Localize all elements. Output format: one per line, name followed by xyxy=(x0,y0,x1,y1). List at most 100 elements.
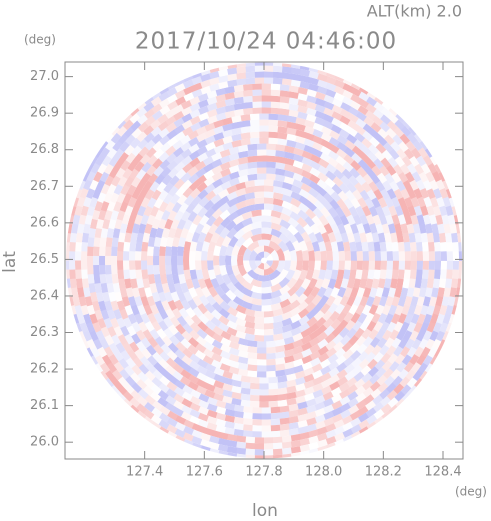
radar-cell xyxy=(244,186,256,194)
radar-cell xyxy=(279,291,291,302)
radar-cell xyxy=(204,231,214,243)
radar-cell xyxy=(387,397,399,409)
radar-cell xyxy=(419,187,430,200)
radar-cell xyxy=(161,282,170,294)
radar-cell xyxy=(241,287,253,298)
radar-cell xyxy=(332,260,339,271)
radar-cell xyxy=(377,278,386,289)
radar-cell xyxy=(144,370,156,382)
radar-cell xyxy=(333,169,345,180)
radar-cell xyxy=(351,152,363,164)
radar-cell xyxy=(174,210,184,222)
radar-cell xyxy=(388,404,398,414)
radar-cell xyxy=(66,250,70,261)
radar-cell xyxy=(288,85,300,93)
radar-cell xyxy=(214,223,225,235)
radar-cell xyxy=(442,196,452,208)
radar-cell xyxy=(352,320,363,332)
radar-cell xyxy=(174,89,187,100)
radar-cell xyxy=(276,248,286,261)
radar-cell xyxy=(163,182,174,194)
radar-cell xyxy=(68,260,76,270)
radar-cell xyxy=(188,260,196,271)
radar-cell xyxy=(338,250,346,261)
radar-image xyxy=(65,62,463,459)
radar-cell xyxy=(301,348,313,358)
radar-cell xyxy=(95,179,106,191)
radar-cell xyxy=(306,417,317,426)
radar-cell xyxy=(322,199,333,211)
radar-cell xyxy=(373,409,385,420)
radar-cell xyxy=(94,227,103,239)
radar-cell xyxy=(185,307,196,319)
radar-cell xyxy=(381,205,391,217)
radar-cell xyxy=(409,269,417,280)
radar-cell xyxy=(395,398,405,408)
radar-cell xyxy=(124,278,132,289)
radar-cell xyxy=(358,87,369,95)
radar-cell xyxy=(323,113,335,124)
radar-cell xyxy=(100,200,110,212)
radar-cell xyxy=(336,376,349,387)
radar-cell xyxy=(209,70,220,80)
radar-cell xyxy=(396,232,404,243)
radar-cell xyxy=(365,158,377,170)
radar-cell xyxy=(227,211,239,222)
radar-cell xyxy=(322,404,335,414)
radar-cell xyxy=(417,196,426,208)
radar-cell xyxy=(108,342,119,354)
radar-cell xyxy=(98,300,107,312)
radar-cell xyxy=(268,119,279,127)
radar-cell xyxy=(434,251,442,261)
radar-cell xyxy=(261,419,271,426)
radar-cell xyxy=(365,232,374,243)
radar-cell xyxy=(384,337,395,349)
radar-cell xyxy=(196,132,208,143)
radar-cell xyxy=(189,402,201,412)
radar-cell xyxy=(338,128,350,139)
radar-cell xyxy=(385,214,394,226)
radar-cell xyxy=(258,401,269,408)
radar-cell xyxy=(338,260,345,271)
radar-cell xyxy=(304,125,315,135)
radar-cell xyxy=(201,223,212,235)
radar-cell xyxy=(323,325,335,337)
radar-cell xyxy=(384,232,392,243)
radar-cell xyxy=(167,100,179,111)
radar-cell xyxy=(270,296,282,305)
radar-cell xyxy=(235,324,247,333)
radar-cell xyxy=(213,245,222,256)
radar-cell xyxy=(235,311,247,321)
radar-cell xyxy=(457,233,462,243)
radar-cell xyxy=(300,328,312,339)
radar-cell xyxy=(336,311,347,323)
radar-cell xyxy=(245,65,256,73)
radar-cell xyxy=(178,273,187,285)
radar-cell xyxy=(254,185,265,193)
radar-cell xyxy=(334,347,346,359)
radar-cell xyxy=(173,110,185,121)
radar-cell xyxy=(314,231,324,243)
radar-cell xyxy=(263,328,274,336)
radar-cell xyxy=(417,147,429,159)
radar-cell xyxy=(151,103,163,114)
radar-cell xyxy=(137,138,149,150)
radar-cell xyxy=(124,176,135,188)
radar-cell xyxy=(146,355,158,367)
radar-cell xyxy=(229,177,240,187)
radar-cell xyxy=(219,209,231,221)
radar-cell xyxy=(226,313,238,324)
radar-cell xyxy=(410,260,417,271)
radar-cell xyxy=(198,99,210,109)
radar-cell xyxy=(290,326,302,337)
radar-cell xyxy=(334,206,346,218)
radar-cell xyxy=(235,441,247,449)
radar-cell xyxy=(434,241,441,252)
radar-cell xyxy=(300,182,312,193)
radar-cell xyxy=(218,68,229,77)
radar-cell xyxy=(149,205,160,217)
radar-cell xyxy=(257,251,265,259)
radar-cell xyxy=(362,287,372,299)
radar-cell xyxy=(286,133,297,142)
radar-cell xyxy=(213,125,225,135)
